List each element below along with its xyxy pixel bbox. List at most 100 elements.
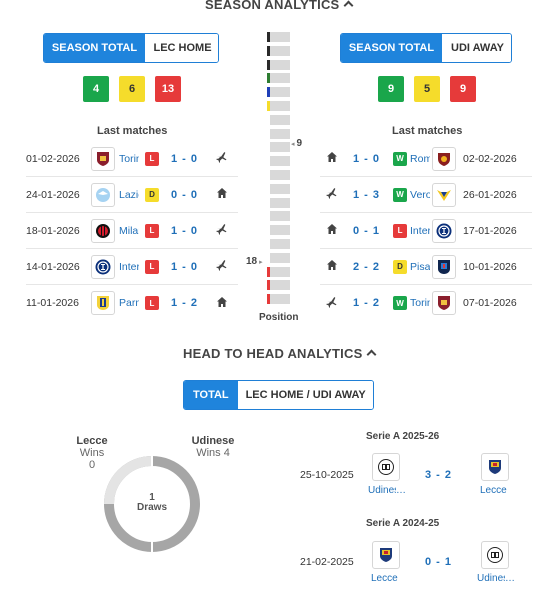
away-season-toggle: SEASON TOTAL UDI AWAY [340,33,512,63]
position-cell [270,128,290,139]
list-item[interactable]: 1 - 0 W Roma 02-02-2026 [320,141,532,177]
tab-udi-away[interactable]: UDI AWAY [442,34,511,62]
h2h-away-team[interactable]: Lecce [480,485,507,496]
h2h-match-date: 21-02-2025 [300,556,354,568]
position-cell [270,294,290,305]
tab-h2h-total[interactable]: TOTAL [184,381,238,409]
opponent-name[interactable]: Torino [119,152,139,165]
team-b-name: Udinese [191,435,235,447]
h2h-score[interactable]: 0 - 1 [425,556,453,568]
list-item[interactable]: 01-02-2026 Torino L 1 - 0 [26,141,238,177]
h2h-home-team[interactable]: Lecce [371,573,398,584]
position-zone-marker [267,87,270,98]
match-score[interactable]: 1 - 2 [353,297,381,309]
opponent-name[interactable]: Pisa [410,260,431,273]
match-date: 18-01-2026 [26,224,80,237]
position-cell [270,211,290,222]
match-score[interactable]: 1 - 0 [171,224,199,237]
home-record: 4 6 13 [83,76,181,102]
h2h-team-a: Lecce Wins 0 [76,435,108,471]
position-zone-marker [267,32,270,42]
plane-icon [326,187,338,202]
match-score[interactable]: 0 - 0 [171,188,199,201]
opponent-name[interactable]: Inter [119,260,139,273]
udinese-crest-icon [481,541,509,569]
position-cell [270,280,290,291]
list-item[interactable]: 0 - 1 L Inter 17-01-2026 [320,213,532,249]
torino-crest-icon [91,146,115,171]
chevron-up-icon [343,0,354,11]
tab-lec-home[interactable]: LEC HOME [145,34,218,62]
h2h-away-team[interactable]: Udinese… [477,573,515,584]
inter-crest-icon [91,254,115,279]
result-badge: L [145,259,159,274]
season-analytics-title: SEASON ANALYTICS [205,0,340,12]
list-item[interactable]: 14-01-2026 Inter L 1 - 0 [26,249,238,285]
home-wins-badge: 4 [83,76,109,102]
position-zone-marker [267,266,270,277]
match-score[interactable]: 1 - 0 [171,152,199,165]
result-badge: L [145,151,159,166]
season-analytics-header[interactable]: SEASON ANALYTICS [205,0,354,12]
position-zone-marker [267,101,270,111]
position-zone-marker [267,45,270,56]
position-label: Position [259,312,299,323]
list-item[interactable]: 1 - 2 W Torino 07-01-2026 [320,285,532,321]
match-score[interactable]: 1 - 2 [171,297,199,309]
home-icon [216,296,228,311]
udinese-position-value: 9 [296,138,303,149]
h2h-match-date: 25-10-2025 [300,469,354,481]
match-score[interactable]: 1 - 3 [353,188,381,201]
position-cell [270,87,290,98]
match-date: 14-01-2026 [26,260,80,273]
match-score[interactable]: 1 - 0 [171,260,199,273]
lazio-crest-icon [91,182,115,207]
competition-label: Serie A 2024-25 [366,518,440,529]
home-last-matches-label: Last matches [97,125,168,137]
match-date: 07-01-2026 [463,297,517,309]
list-item[interactable]: 2 - 2 D Pisa 10-01-2026 [320,249,532,285]
match-score[interactable]: 1 - 0 [353,152,381,165]
position-zone-marker [267,59,270,70]
opponent-name[interactable]: Parma [119,297,139,309]
list-item[interactable]: 11-01-2026 Parma L 1 - 2 [26,285,238,321]
opponent-name[interactable]: Inter [410,224,431,237]
away-record: 9 5 9 [378,76,476,102]
donut-draws-slice [104,456,153,505]
opponent-name[interactable]: Roma [410,152,431,165]
match-score[interactable]: 2 - 2 [353,260,381,273]
udinese-crest-icon [372,453,400,481]
result-badge: W [393,151,408,166]
opponent-name[interactable]: Lazio [119,188,139,201]
position-cell [270,142,290,153]
tab-season-total-away[interactable]: SEASON TOTAL [341,34,442,62]
list-item[interactable]: 1 - 3 W Verona 26-01-2026 [320,177,532,213]
position-marker-udinese: ◂ 9 [291,138,303,149]
h2h-home-team[interactable]: Udinese… [368,485,406,496]
tab-h2h-lec-home-udi-away[interactable]: LEC HOME / UDI AWAY [237,381,373,409]
team-b-wins: Wins 4 [196,447,230,459]
result-badge: L [145,223,159,238]
opponent-name[interactable]: Verona [410,188,431,201]
opponent-name[interactable]: Milan [119,224,139,237]
pisa-crest-icon [432,254,457,279]
tab-season-total-home[interactable]: SEASON TOTAL [44,34,145,62]
h2h-analytics-title: HEAD TO HEAD ANALYTICS [183,346,363,361]
h2h-analytics-header[interactable]: HEAD TO HEAD ANALYTICS [183,346,377,361]
verona-crest-icon [432,182,457,207]
draws-count: 1 [149,492,155,503]
position-cell [270,252,290,263]
h2h-score[interactable]: 3 - 2 [425,469,453,481]
match-date: 11-01-2026 [26,297,79,309]
position-cell [270,32,290,42]
match-date: 10-01-2026 [463,260,517,273]
list-item[interactable]: 24-01-2026 Lazio D 0 - 0 [26,177,238,213]
match-score[interactable]: 0 - 1 [353,224,381,237]
plane-icon [216,223,228,238]
h2h-donut-chart [104,455,200,553]
opponent-name[interactable]: Torino [410,297,431,309]
list-item[interactable]: 18-01-2026 Milan L 1 - 0 [26,213,238,249]
position-cell [270,101,290,111]
plane-icon [216,259,228,274]
position-cell [270,114,290,125]
